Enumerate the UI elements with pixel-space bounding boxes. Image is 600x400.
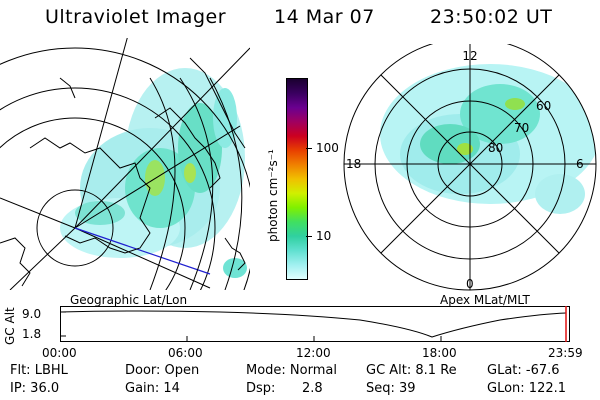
mode-info: Mode: Normal: [246, 363, 337, 378]
meridian-lines: [0, 38, 250, 290]
timeline-ymin: 1.8: [22, 327, 42, 341]
mlt-label-6: 6: [576, 157, 584, 171]
lat-label-70: 70: [514, 121, 529, 135]
door-info: Door: Open: [125, 363, 200, 378]
aurora-emission-geo: [60, 68, 247, 278]
timeline-ymax: 9.0: [22, 307, 42, 321]
gc-alt-info: GC Alt: 8.1 Re: [366, 363, 457, 378]
apex-polar-plot: 12 18 6 0 60 70 80: [343, 44, 597, 291]
ip-info: IP: 36.0: [10, 381, 60, 396]
right-panel-caption: Apex MLat/MLT: [440, 293, 530, 307]
left-panel-caption: Geographic Lat/Lon: [70, 293, 188, 307]
time-label: 23:50:02 UT: [430, 6, 553, 28]
mlt-label-18: 18: [346, 157, 361, 171]
aurora-emission-polar: [380, 64, 596, 214]
colorbar-tick-mark: [306, 236, 312, 237]
latitude-arcs: [0, 47, 250, 290]
dsp-label: Dsp:: [246, 381, 276, 396]
coastlines: [0, 57, 246, 287]
mlt-label-0: 0: [466, 277, 474, 291]
glon-info: GLon: 122.1: [487, 381, 567, 396]
timeline-axis-label: GC Alt: [3, 307, 17, 345]
geographic-map-panel: [0, 38, 250, 290]
colorbar-tick-mark: [306, 148, 312, 149]
mlt-spokes: [344, 44, 596, 290]
timeline-tick-2359: 23:59: [548, 346, 583, 360]
dateline-marker: [74, 227, 211, 275]
gain-info: Gain: 14: [125, 381, 180, 396]
mlt-label-12: 12: [462, 49, 477, 63]
colorbar-tick-100: 100: [316, 141, 339, 155]
timeline-tick-0600: 06:00: [168, 346, 203, 360]
color-scale-bar: [286, 78, 308, 280]
glat-info: GLat: -67.6: [487, 363, 560, 378]
altitude-timeline-plot: [60, 306, 570, 342]
colorbar-unit-label: photon cm⁻²s⁻¹: [266, 149, 280, 242]
lat-label-80: 80: [488, 141, 503, 155]
colorbar-tick-10: 10: [316, 229, 332, 243]
dsp-value: 2.8: [302, 381, 323, 396]
timeline-tick-1800: 18:00: [422, 346, 457, 360]
timeline-tick-1200: 12:00: [296, 346, 331, 360]
seq-info: Seq: 39: [366, 381, 416, 396]
date-label: 14 Mar 07: [274, 6, 375, 28]
timeline-tick-0000: 00:00: [42, 346, 77, 360]
longitude-curves: [149, 77, 243, 290]
altitude-curve: [60, 310, 567, 338]
instrument-title: Ultraviolet Imager: [45, 6, 227, 28]
filter-info: Flt: LBHL: [10, 363, 68, 378]
lat-label-60: 60: [536, 99, 551, 113]
